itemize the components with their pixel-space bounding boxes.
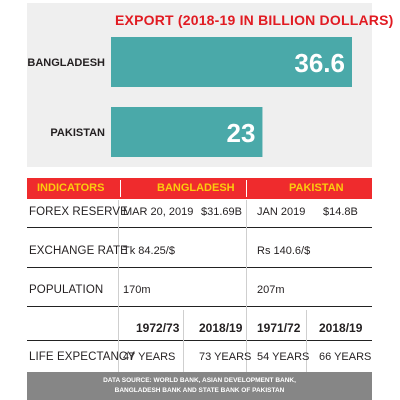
header-bangladesh: BANGLADESH — [157, 182, 235, 194]
bd-population: 170m — [123, 284, 151, 296]
row-divider — [27, 340, 372, 341]
bd-forex-date: MAR 20, 2019 — [123, 206, 194, 218]
pk-year-2: 2018/19 — [319, 321, 363, 335]
row-divider — [27, 227, 372, 228]
column-divider — [306, 310, 307, 372]
pk-forex-date: JAN 2019 — [257, 206, 306, 218]
value-label-bangladesh: 36.6 — [294, 48, 345, 78]
header-indicators: INDICATORS — [37, 182, 105, 194]
chart-title: EXPORT (2018-19 IN BILLION DOLLARS) — [115, 12, 394, 28]
row-label-population: POPULATION — [29, 284, 104, 296]
export-chart-panel: EXPORT (2018-19 IN BILLION DOLLARS) BANG… — [27, 3, 393, 167]
pk-life-2: 66 YEARS — [319, 351, 372, 363]
column-divider — [246, 200, 247, 372]
pk-year-1: 1971/72 — [257, 321, 301, 335]
pk-forex-value: $14.8B — [323, 206, 358, 218]
data-source-footer: DATA SOURCE: WORLD BANK, ASIAN DEVELOPME… — [27, 372, 372, 400]
pk-population: 207m — [257, 284, 285, 296]
indicators-header: INDICATORS BANGLADESH PAKISTAN — [27, 178, 372, 199]
header-pakistan: PAKISTAN — [289, 182, 344, 194]
column-divider — [183, 310, 184, 372]
header-divider — [120, 180, 121, 197]
value-label-pakistan: 23 — [227, 118, 256, 148]
pk-exchange-rate: Rs 140.6/$ — [257, 245, 311, 257]
category-label-bangladesh: BANGLADESH — [27, 57, 105, 69]
bd-life-1: 47 YEARS — [123, 351, 176, 363]
footer-line-1: DATA SOURCE: WORLD BANK, ASIAN DEVELOPME… — [103, 377, 296, 384]
bd-life-2: 73 YEARS — [199, 351, 252, 363]
bd-year-1: 1972/73 — [136, 321, 180, 335]
bar-bangladesh — [111, 37, 352, 87]
bd-forex-value: $31.69B — [201, 206, 242, 218]
row-label-forex-reserve: FOREX RESERVE — [29, 206, 128, 218]
row-divider — [27, 306, 372, 307]
footer-line-2: BANGLADESH BANK AND STATE BANK OF PAKIST… — [114, 387, 285, 394]
bd-exchange-rate: Tk 84.25/$ — [123, 245, 175, 257]
header-divider — [246, 180, 247, 197]
row-label-life-expectancy: LIFE EXPECTANCY — [29, 351, 136, 363]
column-divider — [118, 200, 119, 372]
row-label-exchange-rate: EXCHANGE RATE — [29, 245, 128, 257]
category-label-pakistan: PAKISTAN — [50, 127, 105, 139]
bar-pakistan — [111, 107, 263, 157]
pk-life-1: 54 YEARS — [257, 351, 310, 363]
bd-year-2: 2018/19 — [199, 321, 243, 335]
row-divider — [27, 267, 372, 268]
export-bar-chart: BANGLADESH 36.6 PAKISTAN 23 — [27, 37, 352, 157]
